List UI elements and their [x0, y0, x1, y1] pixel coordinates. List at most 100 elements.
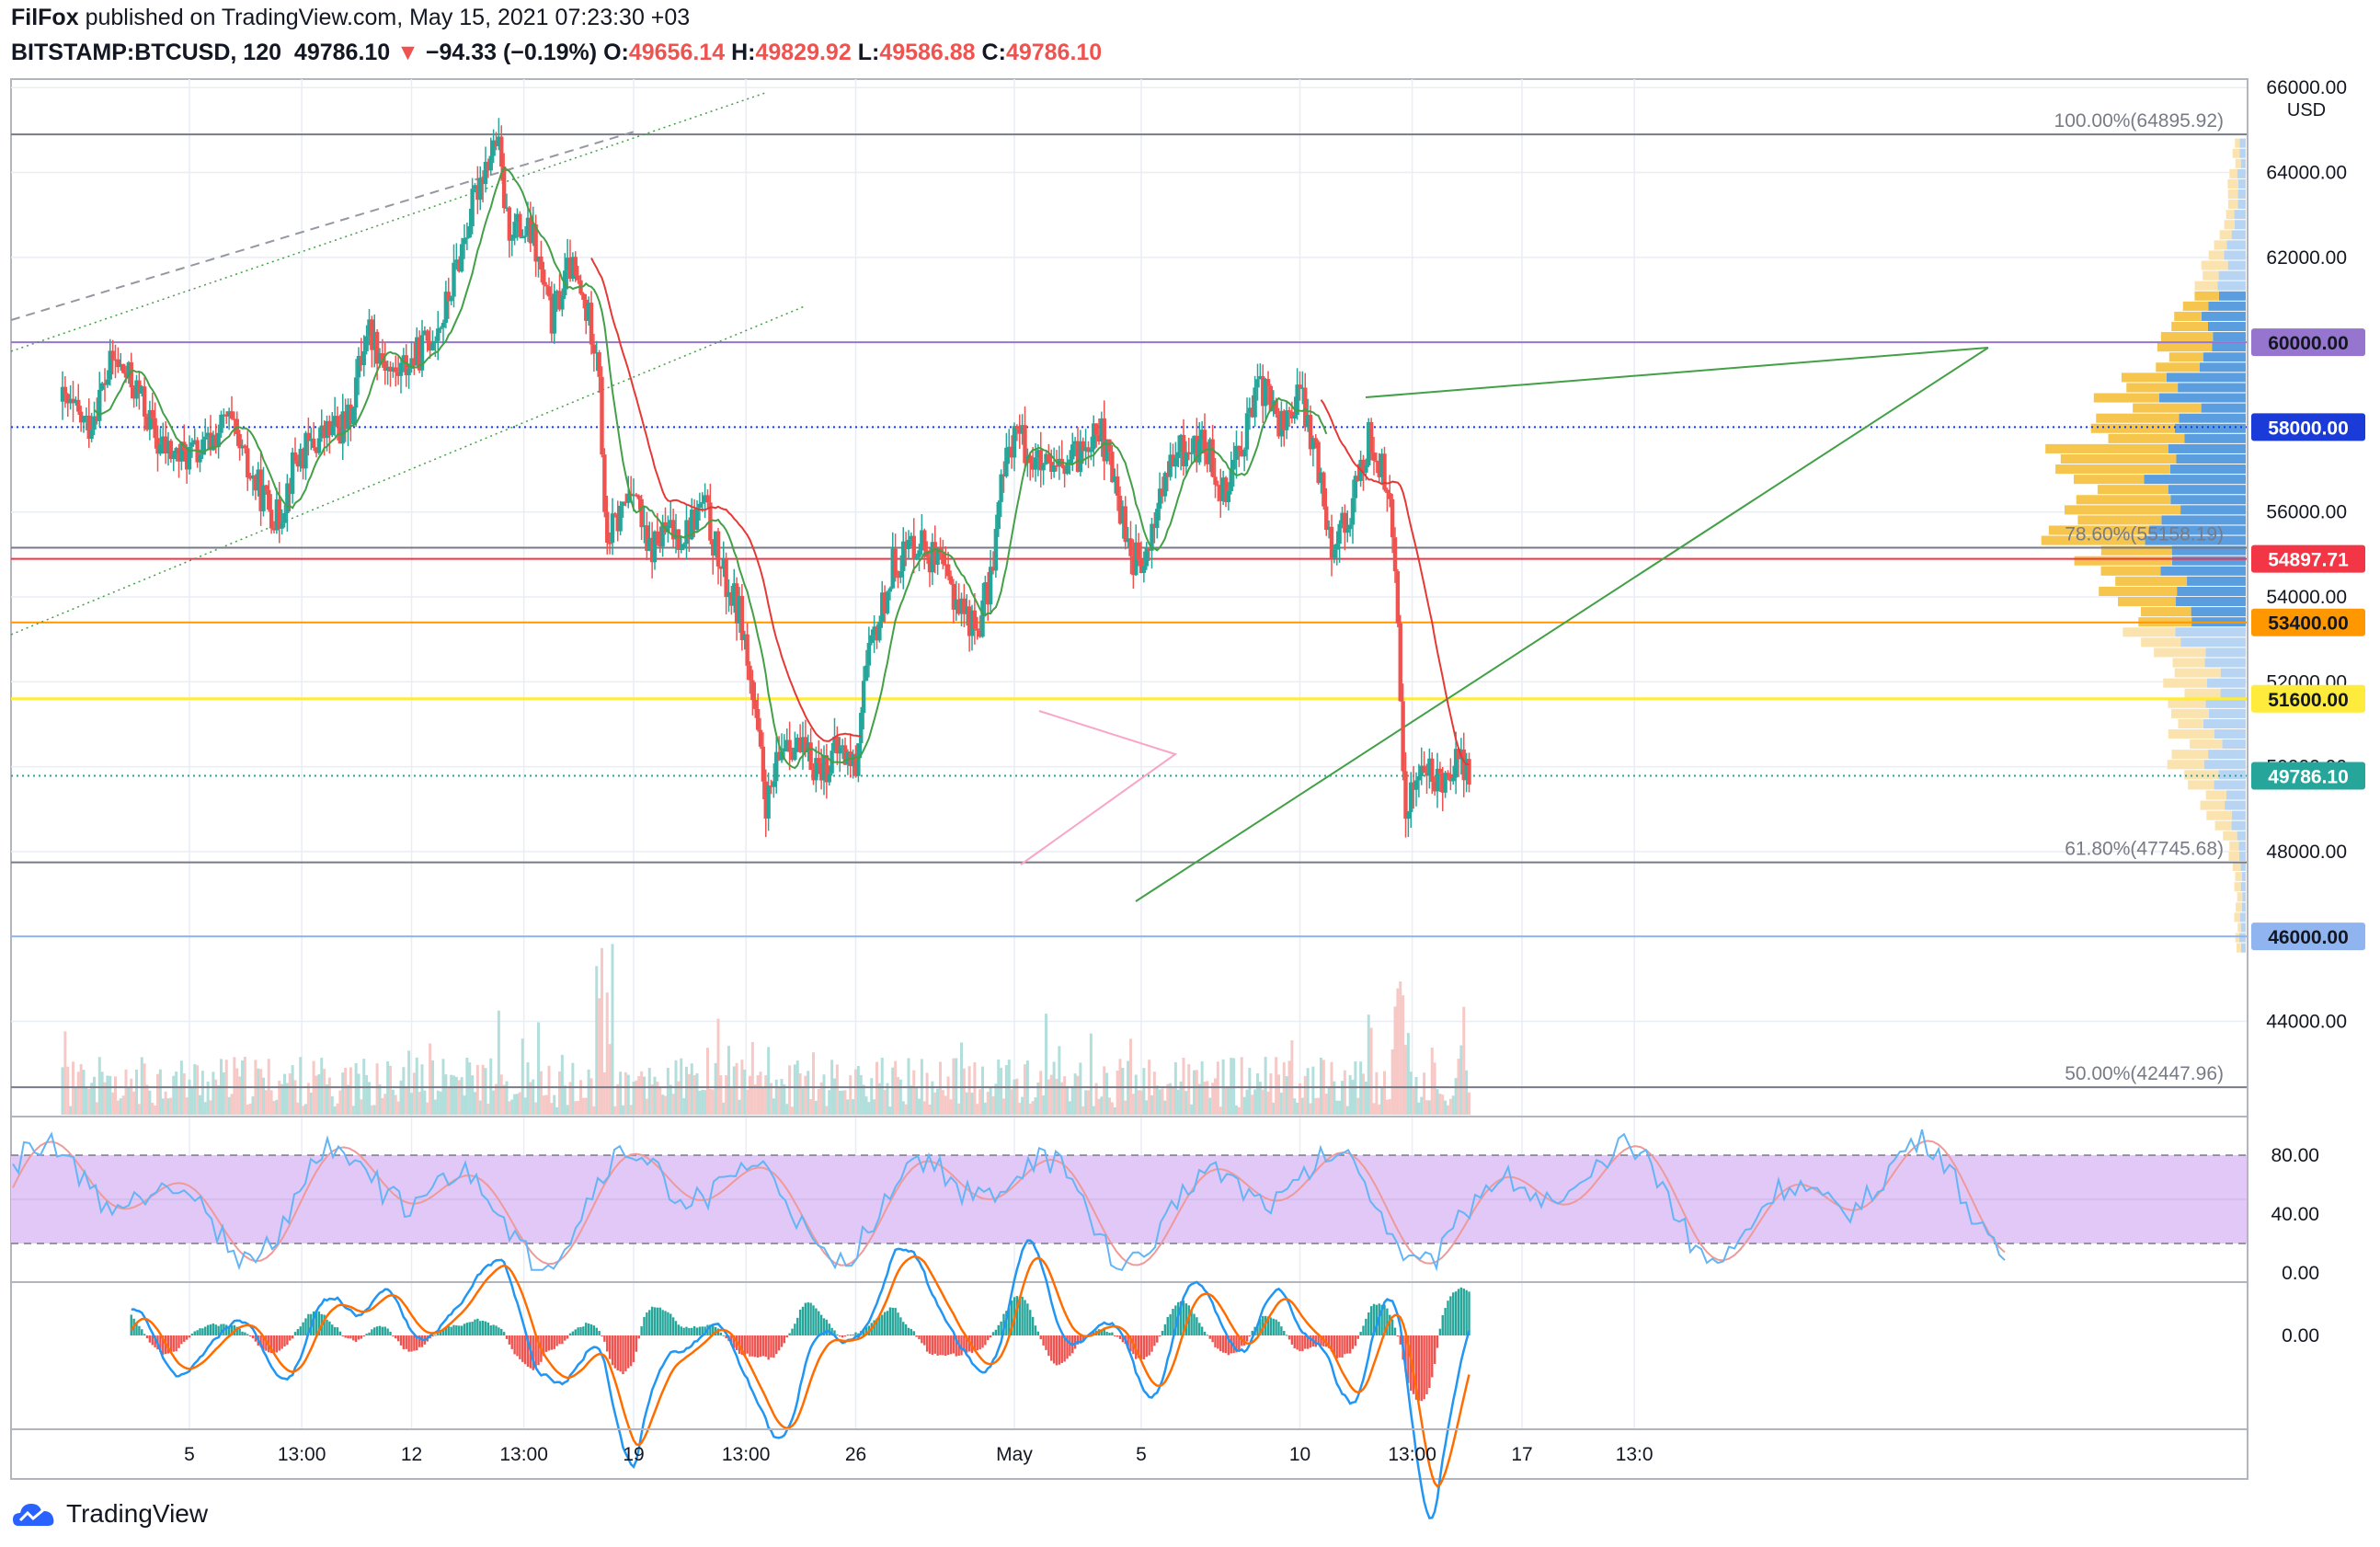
macd-histogram-bar — [709, 1324, 712, 1335]
volume-bar — [1277, 1074, 1280, 1115]
volume-bar — [1172, 1087, 1174, 1115]
candle-body — [531, 223, 535, 244]
volume-bar — [468, 1062, 472, 1115]
macd-histogram-bar — [915, 1335, 918, 1337]
candle-body — [522, 235, 528, 237]
candle-body — [102, 383, 108, 385]
macd-histogram-bar — [1047, 1335, 1050, 1357]
candle-body — [464, 237, 470, 239]
volume-bar — [1393, 1006, 1397, 1115]
volume-bar — [544, 1094, 548, 1115]
volume-bar — [664, 1095, 667, 1115]
profile-bar-orange — [2141, 637, 2181, 647]
candle-body — [1303, 387, 1308, 428]
candle-body — [353, 377, 359, 408]
publish-text: published on TradingView.com, May 15, 20… — [85, 5, 691, 30]
candle-body — [877, 621, 882, 641]
macd-histogram-bar — [1330, 1335, 1333, 1352]
candle-body — [322, 425, 326, 439]
candle-body — [624, 501, 628, 503]
profile-bar-blue — [2178, 383, 2246, 393]
volume-bar — [825, 1106, 829, 1115]
candle-body — [507, 207, 512, 241]
volume-bar — [1121, 1067, 1125, 1115]
candle-body — [737, 595, 742, 624]
macd-histogram-bar — [904, 1324, 908, 1335]
candle-body — [274, 498, 280, 531]
tradingview-logo[interactable]: TradingView — [11, 1495, 208, 1532]
candle-body — [914, 556, 919, 560]
macd-histogram-bar — [450, 1326, 452, 1335]
candle-body — [864, 665, 869, 682]
volume-bar — [1367, 1014, 1370, 1115]
volume-bar — [854, 1069, 857, 1115]
profile-bar-blue — [2239, 138, 2246, 148]
volume-bar — [626, 1074, 630, 1115]
candle-body — [1398, 623, 1402, 702]
volume-bar — [106, 1075, 109, 1115]
volume-bar — [1269, 1073, 1273, 1115]
candle-body — [628, 493, 634, 497]
volume-bar — [925, 1072, 929, 1115]
macd-histogram-bar — [960, 1335, 963, 1356]
candle-body — [639, 498, 644, 528]
candle-body — [954, 599, 958, 610]
candle-body — [1226, 490, 1231, 502]
volume-bar — [1155, 1085, 1159, 1115]
profile-bar-orange — [2123, 627, 2176, 637]
macd-histogram-bar — [230, 1325, 234, 1335]
volume-bar — [1345, 1106, 1349, 1115]
candle-body — [1448, 774, 1453, 782]
candle-body — [462, 237, 467, 245]
candle-body — [945, 564, 951, 577]
macd-histogram-bar — [907, 1327, 910, 1335]
volume-bar — [1108, 1097, 1111, 1115]
author-name[interactable]: FilFox — [11, 5, 79, 30]
volume-bar — [1309, 1103, 1312, 1115]
volume-bar — [508, 1101, 511, 1115]
profile-bar-orange — [2234, 912, 2240, 922]
profile-bar-blue — [2206, 678, 2246, 688]
volume-bar — [151, 1102, 154, 1115]
profile-bar-orange — [2154, 647, 2206, 658]
macd-histogram-bar — [719, 1332, 723, 1335]
macd-histogram-bar — [643, 1316, 646, 1335]
price-axis[interactable]: 66000.0064000.0062000.0060000.0058000.00… — [2247, 77, 2369, 1479]
candle-body — [1255, 379, 1260, 388]
time-axis[interactable]: 5 13:00 12 13:00 19 13:00 26 May 5 10 13:00 17 13:0 — [11, 1428, 2248, 1465]
macd-histogram-bar — [373, 1327, 376, 1335]
macd-histogram-bar — [669, 1313, 672, 1335]
macd-histogram-bar — [505, 1335, 509, 1339]
volume-bar — [870, 1078, 874, 1115]
price-change: −94.33 (−0.19%) — [425, 40, 598, 65]
volume-bar — [1087, 1090, 1090, 1115]
volume-bar — [777, 1087, 781, 1115]
candle-body — [250, 475, 256, 479]
volume-bar — [1330, 1061, 1333, 1115]
macd-histogram-bar — [815, 1308, 818, 1335]
profile-bar-orange — [2167, 760, 2204, 770]
macd-histogram-bar — [883, 1312, 887, 1335]
profile-bar-blue — [2161, 515, 2246, 525]
macd-histogram-bar — [550, 1335, 554, 1350]
candle-body — [618, 505, 623, 532]
candle-body — [1078, 441, 1083, 473]
macd-histogram-bar — [1333, 1335, 1336, 1357]
volume-bar — [629, 1105, 633, 1115]
macd-histogram-bar — [966, 1335, 968, 1353]
profile-bar-orange — [2234, 882, 2241, 892]
macd-histogram-bar — [1224, 1335, 1228, 1354]
macd-histogram-bar — [897, 1312, 899, 1335]
volume-bar — [148, 1090, 152, 1115]
symbol-label[interactable]: BITSTAMP:BTCUSD, 120 — [11, 40, 282, 65]
volume-bar — [1290, 1040, 1294, 1115]
macd-histogram-bar — [1262, 1315, 1264, 1335]
macd-histogram-bar — [772, 1335, 775, 1358]
macd-histogram-bar — [1203, 1332, 1207, 1335]
candle-body — [473, 185, 477, 189]
volume-bar — [1293, 1098, 1297, 1115]
fib-label: 100.00%(64895.92) — [2054, 110, 2224, 132]
profile-bar-orange — [2126, 383, 2179, 393]
candle-body — [232, 418, 237, 420]
